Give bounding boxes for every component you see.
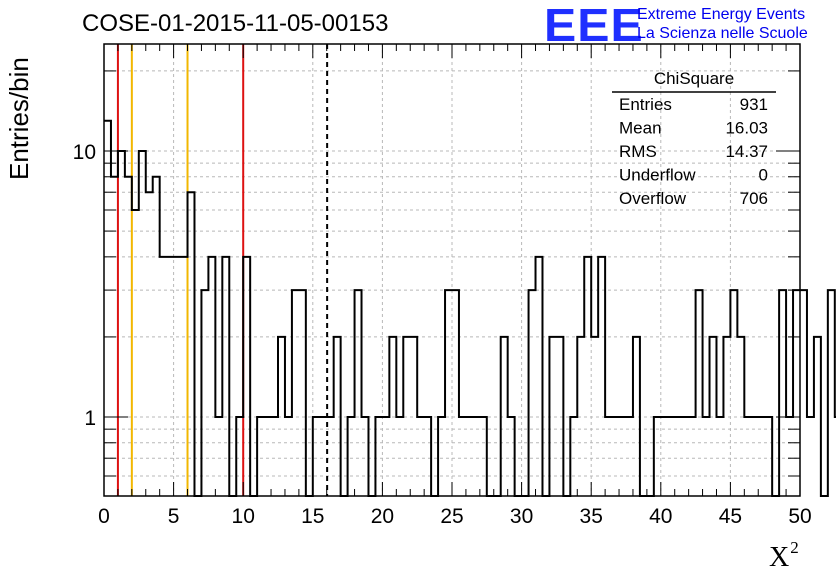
- x-tick-label: 20: [371, 505, 394, 528]
- x-tick-label: 5: [168, 505, 180, 528]
- x-tick-label: 35: [580, 505, 603, 528]
- x-tick-label: 30: [510, 505, 533, 528]
- x-axis-label-superscript: 2: [790, 538, 799, 557]
- x-axis-label-base: X: [769, 542, 790, 573]
- x-tick-label: 10: [232, 505, 255, 528]
- y-tick-label: 10: [73, 141, 96, 164]
- stats-row-label: Underflow: [619, 166, 696, 185]
- logo-line-2: La Scienza nelle Scuole: [637, 25, 808, 42]
- x-tick-label: 45: [719, 505, 742, 528]
- stats-row-value: 706: [740, 189, 768, 208]
- x-axis-label: X2: [769, 538, 799, 574]
- y-tick-label: 1: [84, 407, 96, 430]
- x-tick-label: 25: [440, 505, 463, 528]
- stats-row-label: Mean: [619, 119, 662, 138]
- stats-row-label: Overflow: [619, 189, 687, 208]
- logo-line-1: Extreme Energy Events: [637, 6, 806, 23]
- stats-row-label: RMS: [619, 142, 657, 161]
- stats-row-value: 931: [740, 95, 768, 114]
- x-tick-label: 40: [649, 505, 672, 528]
- y-axis-label: Entries/bin: [4, 57, 34, 180]
- axes: 0 5 10 15 20 25 30 35 40 45 50 1 10: [73, 43, 812, 528]
- stats-row-value: 0: [759, 166, 768, 185]
- x-tick-label: 0: [98, 505, 110, 528]
- x-tick-label: 50: [788, 505, 811, 528]
- chart-title: COSE-01-2015-11-05-00153: [82, 10, 389, 37]
- stats-box: ChiSquare Entries 931 Mean 16.03 RMS 14.37 Unde…: [612, 69, 776, 208]
- eee-logo: EEE: [544, 0, 644, 51]
- stats-title: ChiSquare: [654, 69, 734, 88]
- stats-row-value: 14.37: [725, 142, 768, 161]
- x-tick-label: 15: [301, 505, 324, 528]
- stats-row-label: Entries: [619, 95, 672, 114]
- stats-row-value: 16.03: [725, 119, 768, 138]
